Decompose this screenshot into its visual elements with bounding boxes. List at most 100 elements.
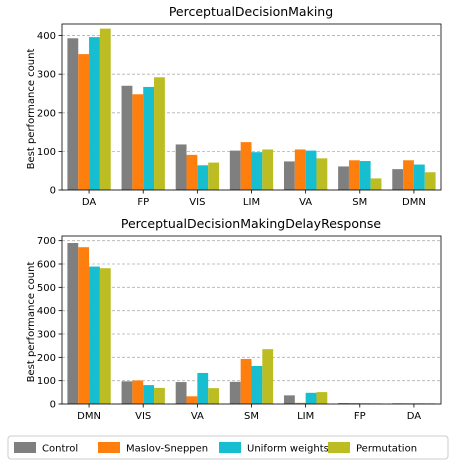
bar-dmn-control — [67, 243, 79, 404]
bar-sm-uniform-weights — [359, 161, 371, 190]
legend-entry-permutation: Permutation — [328, 442, 417, 455]
bar-va-maslov-sneppen — [294, 149, 306, 190]
y-tick-label: 400 — [37, 31, 56, 42]
bar-lim-uniform-weights — [305, 392, 317, 404]
bar-vis-maslov-sneppen — [132, 380, 144, 404]
bar-sm-control — [338, 166, 349, 190]
bar-lim-control — [229, 150, 241, 190]
y-tick-label: 400 — [37, 306, 56, 317]
x-tick-label: DMN — [402, 197, 426, 208]
y-tick-label: 100 — [37, 376, 56, 387]
bar-fp-maslov-sneppen — [348, 403, 360, 404]
legend-swatch-uniform-weights — [219, 442, 241, 453]
bar-va-control — [175, 382, 187, 404]
bar-lim-permutation — [316, 392, 328, 404]
chart-panel-bottom: PerceptualDecisionMakingDelayResponse Be… — [26, 216, 381, 382]
bar-lim-permutation — [262, 149, 274, 190]
legend: Control Maslov-Sneppen Uniform weights P… — [7, 435, 449, 460]
bar-sm-permutation — [262, 349, 274, 404]
chart-panel-top: PerceptualDecisionMaking Best performanc… — [26, 4, 333, 169]
x-tick-label: VIS — [135, 411, 151, 422]
bar-da-permutation — [99, 28, 111, 191]
x-tick-label: FP — [354, 411, 366, 422]
x-tick-label: VA — [299, 197, 312, 208]
legend-entry-uniform-weights: Uniform weights — [219, 442, 329, 455]
bar-va-maslov-sneppen — [186, 396, 198, 404]
x-tick-label: LIM — [243, 197, 260, 208]
plot-area: 0 100 200 300 400 DA FP VIS LIM VA SM DMN — [37, 23, 442, 208]
bar-dmn-permutation — [424, 172, 436, 190]
x-tick-label: VIS — [189, 197, 205, 208]
axes-frame — [61, 235, 442, 405]
y-tick-label: 0 — [50, 186, 56, 197]
y-tick-label: 300 — [37, 330, 56, 341]
y-axis-label: Best performance count — [26, 262, 37, 383]
bar-fp-maslov-sneppen — [132, 94, 144, 190]
bar-sm-control — [229, 381, 241, 404]
bar-vis-control — [121, 381, 133, 404]
bar-dmn-permutation — [99, 268, 111, 404]
legend-label-maslov-sneppen: Maslov-Sneppen — [126, 444, 208, 455]
legend-entry-maslov-sneppen: Maslov-Sneppen — [98, 442, 208, 455]
y-tick-label: 500 — [37, 283, 56, 294]
bar-da-uniform-weights — [89, 37, 100, 190]
bar-vis-permutation — [154, 387, 165, 404]
chart-title: PerceptualDecisionMaking — [169, 4, 333, 19]
legend-label-control: Control — [42, 444, 78, 455]
bar-sm-permutation — [370, 178, 382, 190]
legend-swatch-permutation — [328, 442, 350, 453]
bar-da-maslov-sneppen — [78, 54, 90, 190]
x-tick-label: DA — [407, 411, 422, 422]
bar-vis-control — [175, 144, 187, 190]
bar-vis-permutation — [208, 162, 220, 190]
y-tick-label: 200 — [37, 353, 56, 364]
x-tick-label: DMN — [77, 411, 101, 422]
chart-title: PerceptualDecisionMakingDelayResponse — [121, 216, 382, 231]
bar-vis-maslov-sneppen — [186, 154, 198, 190]
bar-vis-uniform-weights — [143, 385, 155, 404]
bar-va-uniform-weights — [197, 372, 209, 404]
y-tick-label: 600 — [37, 260, 56, 271]
bar-va-control — [283, 161, 295, 190]
legend-swatch-control — [14, 442, 36, 453]
legend-label-uniform-weights: Uniform weights — [247, 444, 329, 455]
bar-vis-uniform-weights — [197, 165, 209, 190]
bar-lim-control — [283, 395, 295, 404]
x-tick-label: FP — [137, 197, 149, 208]
bar-fp-control — [338, 403, 349, 404]
bar-dmn-maslov-sneppen — [403, 160, 414, 190]
plot-area: 0 100 200 300 400 500 600 700 DMN VIS VA SM LIM FP DA — [37, 235, 442, 422]
y-tick-label: 700 — [37, 236, 56, 247]
bar-sm-uniform-weights — [251, 365, 263, 404]
legend-swatch-maslov-sneppen — [98, 442, 120, 453]
x-tick-label: SM — [244, 411, 259, 422]
bar-fp-uniform-weights — [143, 86, 155, 190]
y-tick-label: 200 — [37, 108, 56, 119]
bar-fp-control — [121, 85, 133, 190]
bar-dmn-uniform-weights — [89, 266, 100, 404]
bar-va-permutation — [316, 158, 328, 190]
y-tick-label: 100 — [37, 147, 56, 158]
bar-va-permutation — [208, 388, 220, 404]
bar-va-uniform-weights — [305, 150, 317, 190]
x-tick-label: LIM — [297, 411, 314, 422]
bar-dmn-control — [392, 169, 404, 190]
x-tick-label: DA — [82, 197, 97, 208]
bar-sm-maslov-sneppen — [348, 160, 360, 190]
bar-lim-uniform-weights — [251, 152, 263, 190]
y-tick-label: 0 — [50, 400, 56, 411]
x-tick-label: SM — [352, 197, 367, 208]
legend-entry-control: Control — [14, 442, 78, 455]
bar-dmn-uniform-weights — [413, 164, 425, 190]
bar-lim-maslov-sneppen — [240, 142, 252, 190]
y-axis-label: Best performance count — [26, 49, 37, 170]
bar-fp-permutation — [154, 77, 165, 190]
x-tick-label: VA — [191, 411, 204, 422]
legend-label-permutation: Permutation — [356, 444, 417, 455]
y-tick-label: 300 — [37, 70, 56, 81]
bar-da-control — [67, 38, 79, 190]
bar-dmn-maslov-sneppen — [78, 247, 90, 404]
bar-lim-maslov-sneppen — [294, 402, 306, 404]
bar-sm-maslov-sneppen — [240, 358, 252, 404]
